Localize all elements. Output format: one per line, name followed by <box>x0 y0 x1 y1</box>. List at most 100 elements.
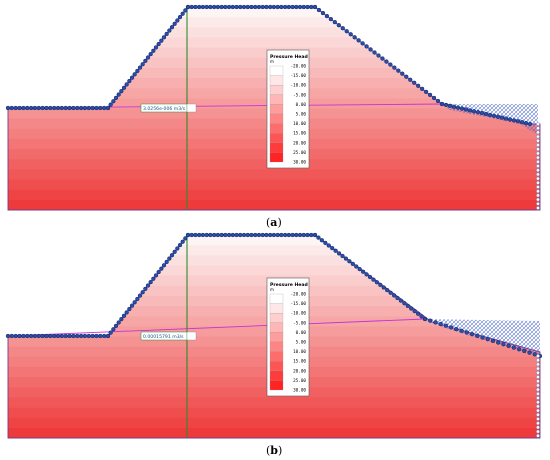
boundary-node <box>44 333 49 339</box>
boundary-node <box>364 44 369 49</box>
legend-swatch <box>269 113 284 124</box>
boundary-node <box>90 105 95 111</box>
pressure-band <box>8 37 540 48</box>
boundary-node <box>71 333 76 339</box>
boundary-node <box>438 321 443 327</box>
boundary-node <box>503 116 509 121</box>
boundary-node <box>376 53 381 58</box>
boundary-node <box>455 105 461 110</box>
boundary-node <box>264 232 269 238</box>
boundary-node <box>36 105 41 111</box>
boundary-node <box>420 86 425 91</box>
flux-label-b: 0.00015791 m3/s <box>140 331 197 341</box>
boundary-node <box>423 89 429 95</box>
legend-tick-label: 5.00 <box>296 112 307 118</box>
boundary-node <box>67 105 72 111</box>
legend-tick-label: 5.00 <box>296 340 307 346</box>
boundary-node <box>153 273 159 278</box>
legend-tick-label: -5.00 <box>293 92 306 98</box>
boundary-node <box>129 303 135 308</box>
boundary-node <box>111 327 116 332</box>
boundary-node <box>116 92 121 97</box>
boundary-node <box>412 308 417 314</box>
legend-tick-label: -20.00 <box>290 64 306 70</box>
legend-swatch <box>269 104 284 115</box>
boundary-node <box>405 303 410 309</box>
boundary-node <box>55 105 61 111</box>
boundary-node <box>415 311 421 316</box>
boundary-node <box>219 232 224 238</box>
boundary-node <box>309 232 314 238</box>
boundary-node <box>211 232 217 238</box>
boundary-node <box>332 20 337 25</box>
exit-node <box>536 391 540 396</box>
boundary-node <box>352 35 357 40</box>
boundary-node <box>156 269 161 275</box>
flux-label-a: 3.0256e-006 m3/s <box>140 103 197 113</box>
boundary-node <box>507 117 513 122</box>
boundary-node <box>94 333 99 339</box>
boundary-node <box>238 232 243 238</box>
boundary-node <box>21 105 26 111</box>
boundary-node <box>412 80 417 85</box>
boundary-node <box>180 239 185 244</box>
legend-swatch <box>269 322 284 333</box>
boundary-node <box>17 333 22 339</box>
boundary-node <box>439 101 445 107</box>
boundary-node <box>286 4 292 10</box>
boundary-node <box>385 287 390 293</box>
boundary-node <box>105 105 111 111</box>
boundary-node <box>323 240 328 246</box>
exit-node <box>536 396 540 400</box>
legend-tick-label: -20.00 <box>290 292 306 298</box>
boundary-node <box>113 95 119 101</box>
boundary-node <box>52 333 57 339</box>
exit-node <box>536 189 540 194</box>
boundary-node <box>156 41 161 47</box>
boundary-node <box>119 89 124 94</box>
boundary-node <box>527 350 532 355</box>
boundary-node <box>135 68 140 74</box>
boundary-node <box>360 41 365 46</box>
boundary-node <box>102 333 107 339</box>
exit-node <box>536 185 540 189</box>
pressure-band <box>8 407 540 419</box>
boundary-node <box>63 105 68 111</box>
boundary-node <box>427 92 433 98</box>
pressure-band <box>8 7 540 18</box>
boundary-node <box>211 4 217 10</box>
boundary-node <box>260 4 265 10</box>
boundary-node <box>82 105 88 111</box>
exit-node <box>536 421 540 426</box>
boundary-node <box>350 261 355 267</box>
boundary-node <box>301 232 306 238</box>
boundary-node <box>127 78 132 84</box>
boundary-node <box>312 232 318 238</box>
boundary-node <box>347 259 352 264</box>
legend-tick-label: 25.00 <box>293 150 306 156</box>
boundary-node <box>169 25 175 30</box>
exit-node <box>536 412 540 417</box>
boundary-node <box>275 4 280 10</box>
pressure-band <box>8 179 540 191</box>
exit-node <box>536 366 540 371</box>
boundary-node <box>499 115 505 120</box>
boundary-node <box>164 31 169 37</box>
boundary-node <box>175 18 180 23</box>
boundary-node <box>431 95 437 101</box>
boundary-node <box>36 333 41 339</box>
boundary-node <box>433 320 438 325</box>
boundary-node <box>40 333 45 339</box>
boundary-node <box>5 105 11 111</box>
boundary-node <box>13 333 18 339</box>
boundary-node <box>384 59 389 64</box>
boundary-node <box>189 232 194 238</box>
boundary-node <box>459 106 465 111</box>
boundary-node <box>75 333 80 339</box>
boundary-node <box>197 232 202 238</box>
boundary-node <box>260 232 265 238</box>
legend-swatch <box>269 65 284 76</box>
boundary-node <box>368 47 373 52</box>
legend-tick-label: 15.00 <box>293 359 306 365</box>
boundary-node <box>297 232 303 238</box>
